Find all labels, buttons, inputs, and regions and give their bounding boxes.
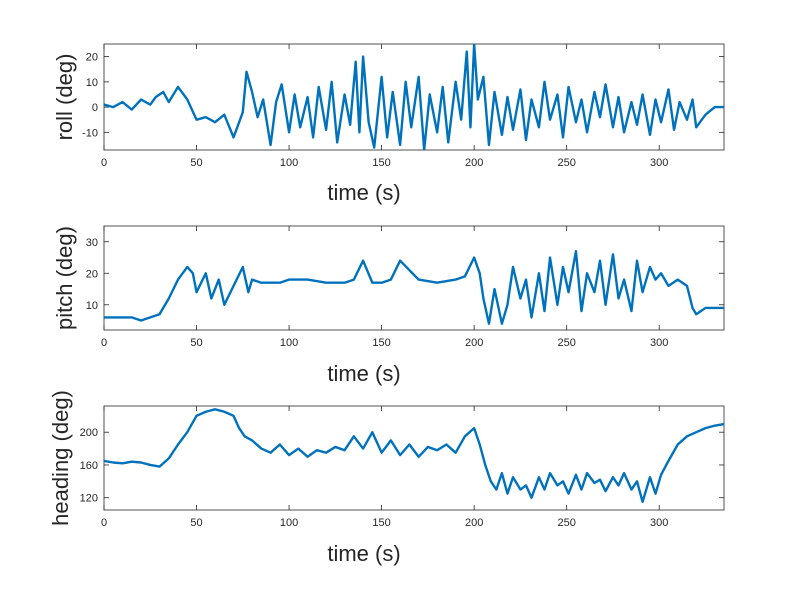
heading-axes-box: [103, 405, 725, 511]
heading-ytick-label: 200: [80, 427, 98, 439]
roll-ytick-label: -10: [82, 127, 98, 139]
roll-ytick-label: 10: [86, 77, 98, 89]
roll-ytick-label: 0: [92, 102, 98, 114]
roll-xtick-label: 200: [465, 157, 483, 169]
roll-ytick-label: 20: [86, 52, 98, 64]
pitch-xtick-label: 250: [558, 337, 576, 349]
heading-xtick-label: 0: [101, 517, 107, 529]
heading-series-line: [104, 408, 724, 504]
heading-xtick-label: 50: [190, 517, 202, 529]
roll-xtick-label: 300: [650, 157, 668, 169]
heading-ytick-label: 160: [80, 460, 98, 472]
heading-xtick-label: 100: [280, 517, 298, 529]
heading-xtick-label: 250: [558, 517, 576, 529]
heading-xtick-label: 150: [372, 517, 390, 529]
pitch-ytick-label: 20: [86, 268, 98, 280]
heading-ylabel: heading (deg): [48, 390, 73, 526]
pitch-ytick-label: 30: [86, 237, 98, 249]
roll-xtick-label: 150: [372, 157, 390, 169]
roll-ylabel: roll (deg): [52, 54, 77, 141]
heading-panel: 0 50 100 150 200 250 300 120 160 200 time (s) headi…: [48, 390, 725, 566]
heading-xtick-label: 200: [465, 517, 483, 529]
pitch-panel: 0 50 100 150 200 250 300 10 20 30 time (s) pitch (d…: [52, 225, 725, 386]
pitch-xtick-label: 200: [465, 337, 483, 349]
pitch-ytick-label: 10: [86, 300, 98, 312]
roll-axes-box: [103, 43, 725, 151]
roll-xtick-label: 100: [280, 157, 298, 169]
pitch-xtick-label: 150: [372, 337, 390, 349]
roll-panel: 0 50 100 150 200 250 300 -10 0 10 20 time (s) roll (…: [52, 43, 725, 205]
heading-xlabel: time (s): [327, 541, 400, 566]
pitch-axes-box: [103, 225, 725, 331]
heading-xtick-label: 300: [650, 517, 668, 529]
heading-ytick-label: 120: [80, 493, 98, 505]
pitch-xtick-label: 300: [650, 337, 668, 349]
pitch-xtick-label: 0: [101, 337, 107, 349]
pitch-ylabel: pitch (deg): [52, 226, 77, 330]
pitch-series-line: [104, 250, 724, 325]
roll-xlabel: time (s): [327, 180, 400, 205]
roll-xtick-label: 0: [101, 157, 107, 169]
roll-xtick-label: 250: [558, 157, 576, 169]
roll-xtick-label: 50: [190, 157, 202, 169]
pitch-xtick-label: 100: [280, 337, 298, 349]
pitch-xtick-label: 50: [190, 337, 202, 349]
pitch-xlabel: time (s): [327, 361, 400, 386]
roll-series-line: [104, 44, 724, 150]
